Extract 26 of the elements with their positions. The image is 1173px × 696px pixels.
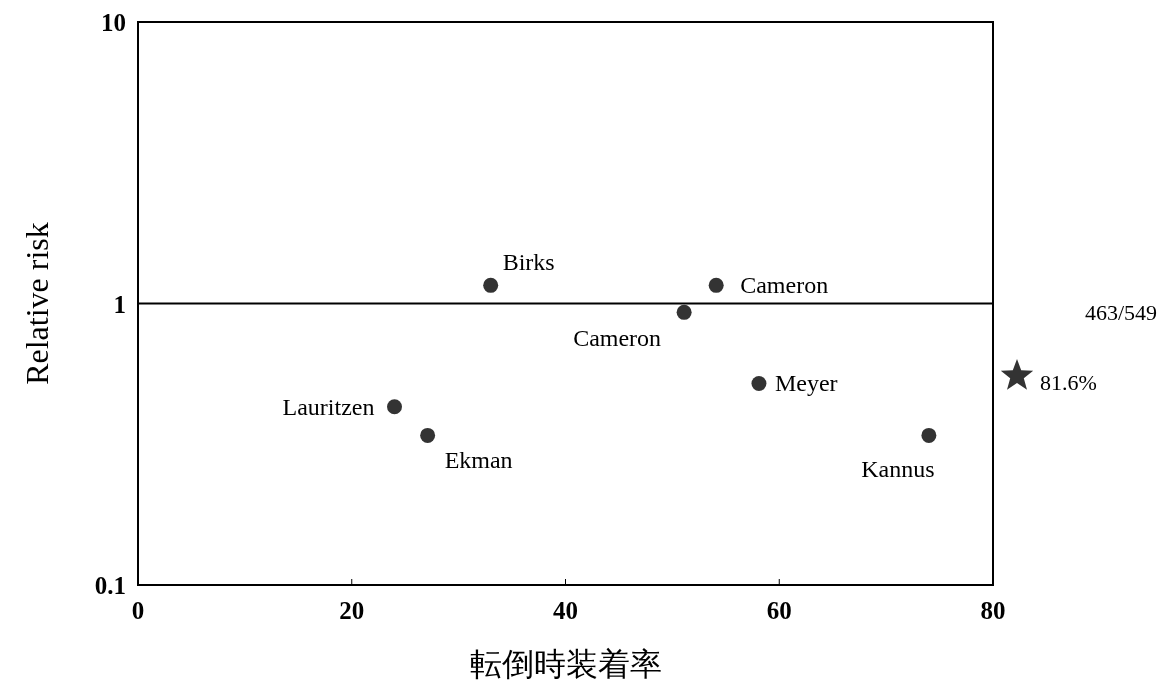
point (676, 304, 692, 320)
y-axis-title: Relative risk (19, 222, 55, 385)
text: 463/549 (1084, 300, 1158, 325)
text: 81.6% (1040, 370, 1097, 395)
x-axis-title: 転倒時装着率 (469, 645, 662, 683)
x-tick-label: 20 (339, 597, 365, 624)
point (708, 277, 724, 293)
annotation: Cameron (740, 272, 829, 299)
annotation: Ekman (444, 447, 513, 474)
annotation: Lauritzen (282, 393, 375, 420)
point (387, 399, 402, 415)
y-tick-label: 10 (101, 9, 126, 36)
annotation: Kannus (861, 456, 935, 483)
annotation: Cameron (573, 325, 662, 352)
x-tick-label: 0 (131, 597, 145, 624)
y-tick-label: 0.1 (94, 572, 126, 599)
annotation: Meyer (774, 370, 838, 397)
x-tick-label: 40 (553, 597, 578, 624)
y-tick-label: 1 (113, 290, 126, 318)
point (751, 375, 767, 391)
x-tick-label: 80 (980, 597, 1006, 624)
point (420, 427, 436, 443)
x-tick-label: 60 (766, 597, 792, 624)
point (483, 277, 499, 293)
point (921, 427, 937, 443)
annotation: Birks (502, 249, 555, 276)
